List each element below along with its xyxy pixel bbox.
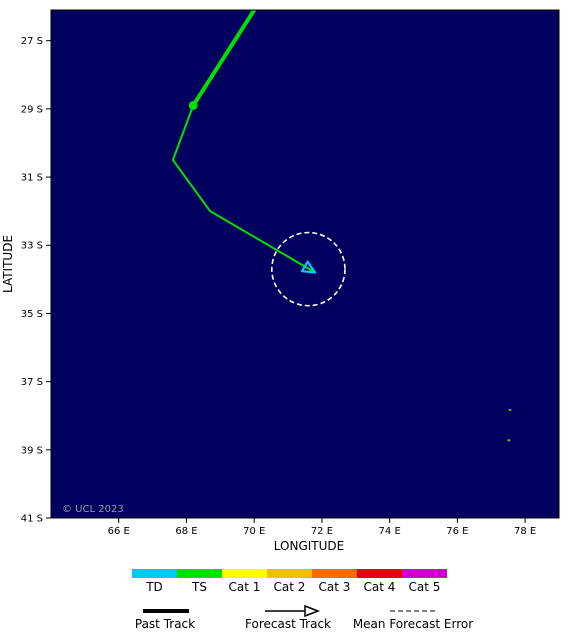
- legend-swatch: [312, 569, 357, 578]
- past-track-line: [191, 10, 257, 108]
- legend-label: Cat 5: [409, 580, 441, 594]
- x-tick-label: 78 E: [514, 526, 536, 537]
- x-axis-ticks: 66 E 68 E 70 E 72 E 74 E 76 E 78 E: [108, 518, 536, 537]
- current-position-marker: [188, 100, 198, 110]
- legend-label: TD: [145, 580, 163, 594]
- x-tick-label: 70 E: [243, 526, 265, 537]
- y-tick-label: 29 S: [21, 104, 43, 115]
- y-tick-label: 37 S: [21, 377, 43, 388]
- y-axis-ticks: 27 S 29 S 31 S 33 S 35 S 37 S 39 S 41 S: [21, 36, 51, 525]
- legend-label: Cat 4: [364, 580, 396, 594]
- x-tick-label: 72 E: [311, 526, 333, 537]
- legend-swatch: [402, 569, 447, 578]
- tracks-group: [171, 10, 346, 307]
- arrow-icon: [304, 604, 321, 618]
- y-tick-label: 35 S: [21, 309, 43, 320]
- legend-swatch: [177, 569, 222, 578]
- legend-swatch: [267, 569, 312, 578]
- y-tick-label: 33 S: [21, 241, 43, 252]
- track-key: Past Track Forecast Track Mean Forecast …: [135, 604, 473, 631]
- legend-swatch: [357, 569, 402, 578]
- island-marker: [507, 439, 511, 442]
- legend-label: Cat 1: [229, 580, 261, 594]
- islands-group: [507, 408, 512, 442]
- past-track-label: Past Track: [135, 617, 195, 631]
- plot-frame: [50, 9, 560, 519]
- forecast-track-line: [171, 105, 316, 274]
- mean-forecast-error-circle: [271, 231, 346, 307]
- legend-label: Cat 2: [274, 580, 306, 594]
- y-tick-label: 31 S: [21, 173, 43, 184]
- y-tick-label: 41 S: [21, 514, 43, 525]
- x-tick-label: 66 E: [108, 526, 130, 537]
- legend-swatch: [222, 569, 267, 578]
- y-tick-label: 27 S: [21, 36, 43, 47]
- legend-label: TS: [191, 580, 207, 594]
- legend-swatch: [132, 569, 177, 578]
- island-marker: [508, 408, 512, 412]
- mean-error-label: Mean Forecast Error: [353, 617, 473, 631]
- legend-label: Cat 3: [319, 580, 351, 594]
- x-tick-label: 68 E: [175, 526, 197, 537]
- copyright-text: © UCL 2023: [62, 504, 124, 515]
- forecast-arrow-icon: [300, 260, 317, 274]
- x-tick-label: 76 E: [446, 526, 468, 537]
- y-axis-title: LATITUDE: [1, 235, 15, 293]
- y-tick-label: 39 S: [21, 445, 43, 456]
- forecast-track-label: Forecast Track: [245, 617, 331, 631]
- x-tick-label: 74 E: [379, 526, 401, 537]
- category-legend: TD TS Cat 1 Cat 2 Cat 3 Cat 4 Cat 5: [132, 569, 447, 594]
- x-axis-title: LONGITUDE: [274, 539, 344, 553]
